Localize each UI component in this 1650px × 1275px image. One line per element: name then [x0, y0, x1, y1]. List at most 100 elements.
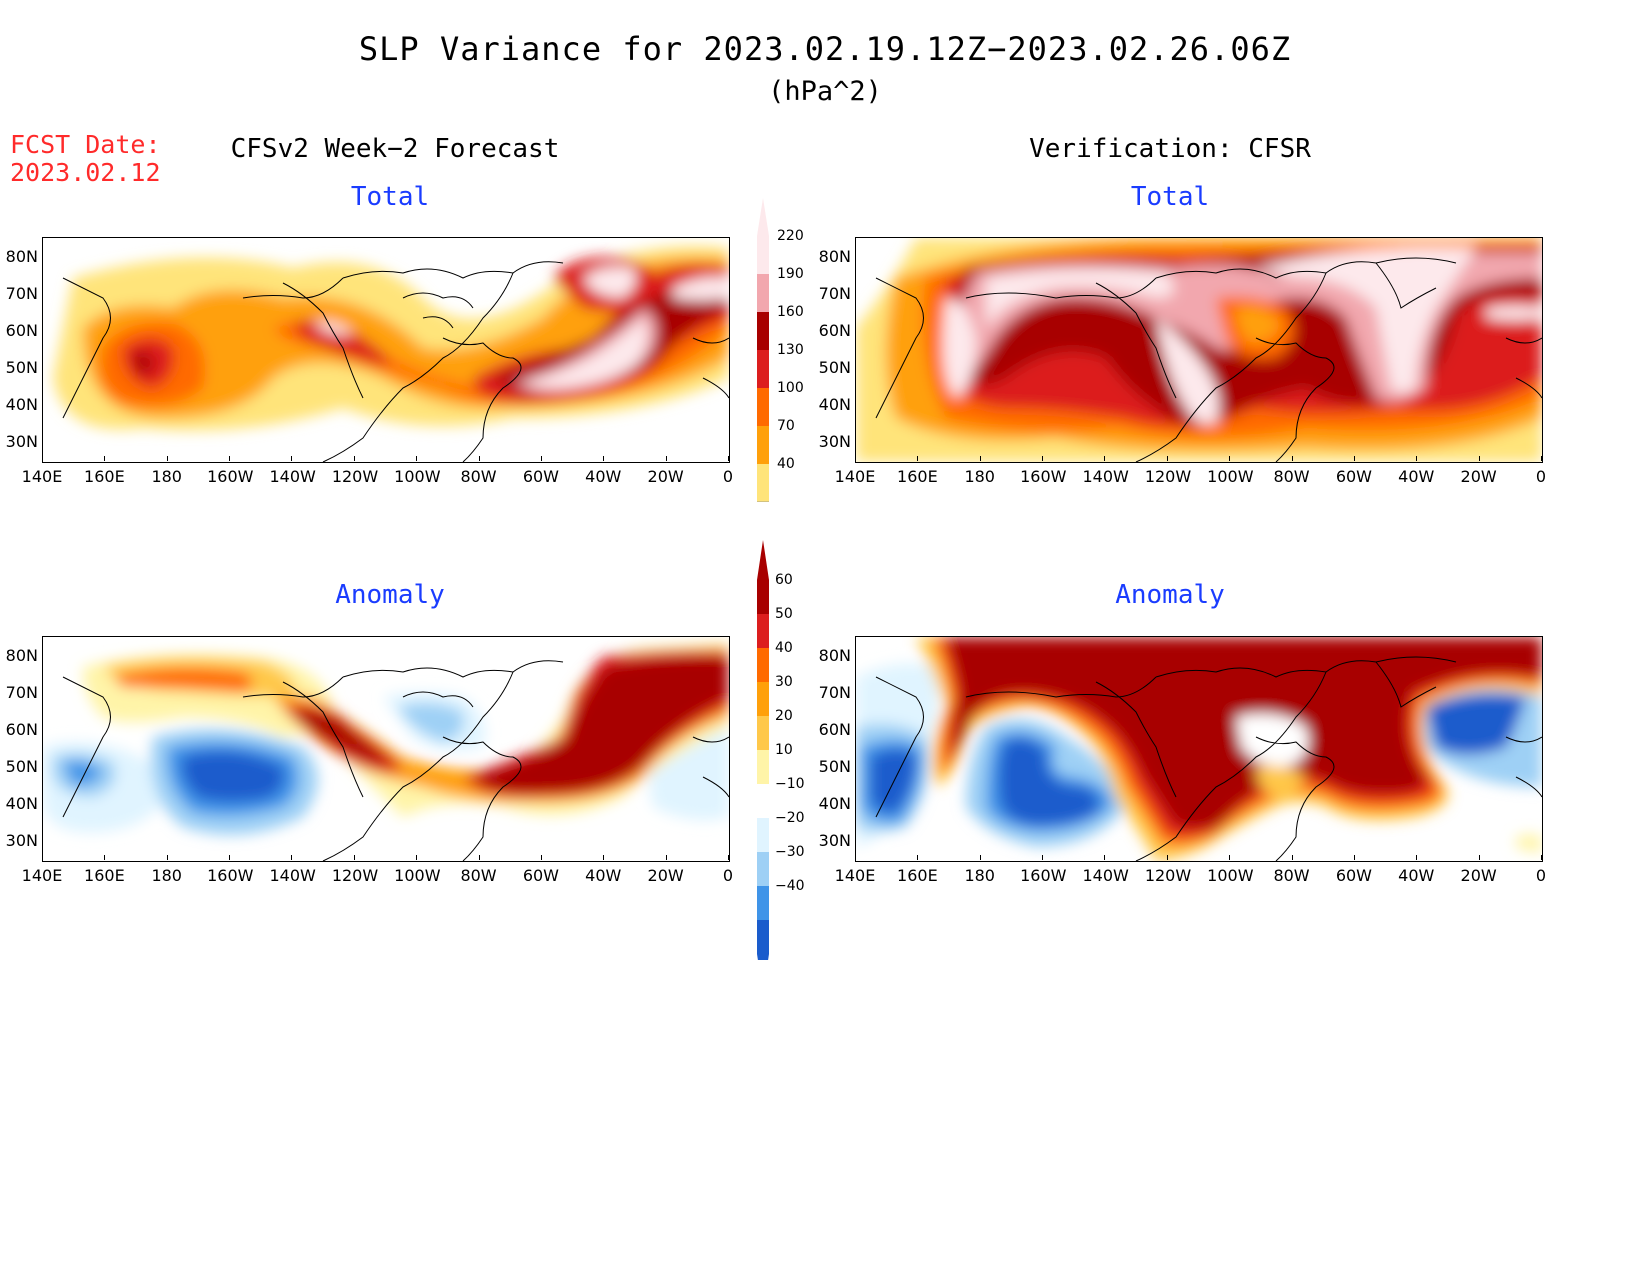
- lon-tick-label: 20W: [647, 467, 684, 486]
- lon-tick-mark: [353, 456, 355, 461]
- lon-tick-mark: [42, 855, 43, 860]
- colorbar-anomaly-swatch: [757, 682, 769, 716]
- lon-tick-mark: [540, 855, 542, 860]
- lon-tick-mark: [917, 456, 919, 461]
- lon-tick-label: 140E: [21, 467, 63, 486]
- forecast-anomaly-title: Anomaly: [335, 580, 445, 610]
- colorbar-total-label: 40: [777, 456, 795, 472]
- lon-tick-mark: [1416, 456, 1418, 461]
- colorbar-anomaly-swatch: [757, 818, 769, 852]
- colorbar-total-label: 220: [777, 228, 804, 244]
- lon-tick-label: 100W: [1207, 467, 1254, 486]
- colorbar-anomaly-swatch: [757, 784, 769, 818]
- lon-tick-label: 80W: [1273, 866, 1310, 885]
- lat-tick-label: 50N: [5, 358, 38, 377]
- colorbar-total-swatch: [757, 312, 769, 350]
- lat-tick-label: 60N: [818, 720, 851, 739]
- lon-tick-mark: [540, 456, 542, 461]
- colorbar-anomaly-label: 10: [775, 742, 793, 758]
- colorbar-anomaly-swatch: [757, 920, 769, 954]
- lon-tick-mark: [291, 855, 293, 860]
- lon-tick-label: 120W: [1144, 467, 1192, 486]
- lat-tick-label: 40N: [5, 395, 38, 414]
- lon-tick-mark: [1104, 855, 1106, 860]
- lon-tick-label: 20W: [1460, 866, 1497, 885]
- colorbar-total-label: 70: [777, 418, 795, 434]
- lon-tick-mark: [1353, 456, 1355, 461]
- lon-tick-label: 60W: [1335, 467, 1372, 486]
- lon-tick-mark: [104, 456, 106, 461]
- lon-tick-mark: [979, 456, 981, 461]
- lat-tick-label: 30N: [818, 831, 851, 850]
- lon-tick-label: 120W: [331, 866, 379, 885]
- lon-tick-label: 100W: [394, 467, 441, 486]
- lon-tick-label: 0: [722, 866, 734, 885]
- lon-tick-label: 80W: [1273, 467, 1310, 486]
- lon-tick-label: 100W: [1207, 866, 1254, 885]
- lat-tick-label: 40N: [818, 395, 851, 414]
- lon-tick-mark: [229, 456, 231, 461]
- lat-tick-label: 60N: [5, 720, 38, 739]
- colorbar-anomaly-swatch: [757, 648, 769, 682]
- lon-tick-label: 180: [151, 467, 182, 486]
- lon-tick-label: 180: [151, 866, 182, 885]
- lat-tick-label: 80N: [5, 247, 38, 266]
- lon-tick-mark: [603, 855, 605, 860]
- lon-tick-label: 20W: [1460, 467, 1497, 486]
- verification-anomaly-map: [855, 636, 1543, 862]
- colorbar-anomaly-label: 60: [775, 572, 793, 588]
- colorbar-anomaly-swatch: [757, 580, 769, 614]
- lat-tick-label: 70N: [5, 284, 38, 303]
- lat-tick-label: 80N: [818, 247, 851, 266]
- lon-tick-mark: [1042, 456, 1044, 461]
- colorbar-anomaly-label: −10: [775, 776, 805, 792]
- lon-tick-mark: [1291, 456, 1293, 461]
- lon-tick-mark: [229, 855, 231, 860]
- lon-tick-mark: [478, 855, 480, 860]
- colorbar-anomaly-label: −20: [775, 810, 805, 826]
- lat-tick-label: 50N: [818, 358, 851, 377]
- lon-tick-mark: [917, 855, 919, 860]
- colorbar-anomaly-top-arrow: [757, 540, 769, 580]
- lon-tick-label: 140E: [834, 866, 876, 885]
- colorbar-total-label: 130: [777, 342, 804, 358]
- lon-tick-label: 60W: [1335, 866, 1372, 885]
- lon-tick-mark: [478, 456, 480, 461]
- figure-title: SLP Variance for 2023.02.19.12Z−2023.02.…: [358, 30, 1292, 68]
- lon-tick-label: 140E: [21, 866, 63, 885]
- lat-tick-label: 80N: [5, 646, 38, 665]
- colorbar-total-swatch: [757, 236, 769, 274]
- colorbar-anomaly-swatch: [757, 852, 769, 886]
- lon-tick-mark: [1229, 855, 1231, 860]
- colorbar-anomaly-label: −40: [775, 878, 805, 894]
- fcst-date-label: FCST Date:: [10, 130, 161, 159]
- forecast-total-title: Total: [350, 182, 430, 212]
- lon-tick-mark: [855, 855, 856, 860]
- lat-tick-label: 80N: [818, 646, 851, 665]
- lon-tick-mark: [1478, 456, 1480, 461]
- lat-tick-label: 70N: [818, 683, 851, 702]
- lon-tick-mark: [665, 855, 667, 860]
- lon-tick-mark: [855, 456, 856, 461]
- lon-tick-label: 160E: [897, 467, 938, 486]
- lon-tick-mark: [1104, 456, 1106, 461]
- colorbar-total-label: 190: [777, 266, 804, 282]
- lon-tick-label: 40W: [1398, 467, 1435, 486]
- lon-tick-mark: [353, 855, 355, 860]
- lat-tick-label: 50N: [818, 757, 851, 776]
- lon-tick-mark: [104, 855, 106, 860]
- colorbar-total-label: 160: [777, 304, 804, 320]
- lat-tick-label: 40N: [5, 794, 38, 813]
- lon-tick-label: 180: [964, 467, 995, 486]
- colorbar-total-swatch: [757, 388, 769, 426]
- units-label: (hPa^2): [768, 76, 882, 107]
- lon-tick-mark: [1478, 855, 1480, 860]
- lon-tick-mark: [1416, 855, 1418, 860]
- colorbar-total: 220 190 160 130 100 70 40: [755, 198, 815, 503]
- lon-tick-mark: [728, 855, 729, 860]
- lon-tick-mark: [416, 855, 418, 860]
- colorbar-anomaly-swatch: [757, 716, 769, 750]
- forecast-total-map: [42, 237, 730, 463]
- colorbar-anomaly-bottom-arrow: [757, 954, 769, 994]
- lon-tick-label: 160E: [84, 467, 125, 486]
